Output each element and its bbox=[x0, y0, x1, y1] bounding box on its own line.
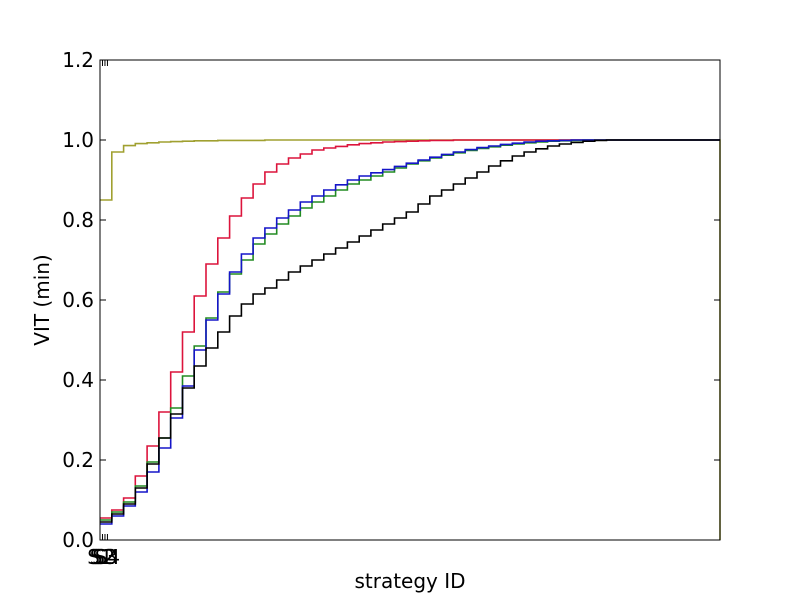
x-tick-label-s4: S4 bbox=[95, 545, 120, 569]
x-tick-label-s2: S2 bbox=[90, 545, 115, 569]
series-line-0 bbox=[100, 139, 721, 540]
series-layer bbox=[100, 139, 721, 540]
x-tick-label-s1: S1 bbox=[87, 545, 112, 569]
series-line-4 bbox=[100, 139, 720, 523]
y-tick-label: 0.2 bbox=[62, 448, 94, 472]
y-tick-label: 0.0 bbox=[62, 528, 94, 552]
x-axis-title: strategy ID bbox=[354, 569, 465, 593]
plot-frame bbox=[99, 59, 721, 541]
y-tick-label: 0.8 bbox=[62, 208, 94, 232]
series-line-2 bbox=[100, 139, 720, 521]
y-tick-label: 0.6 bbox=[62, 288, 94, 312]
series-line-1 bbox=[100, 139, 720, 519]
x-tick-label-s3: S3 bbox=[92, 545, 117, 569]
y-axis-title: VIT (min) bbox=[30, 254, 54, 345]
y-tick-label: 1.0 bbox=[62, 128, 94, 152]
y-tick-label: 0.4 bbox=[62, 368, 94, 392]
tick-layer bbox=[99, 59, 720, 541]
y-tick-label: 1.2 bbox=[62, 48, 94, 72]
